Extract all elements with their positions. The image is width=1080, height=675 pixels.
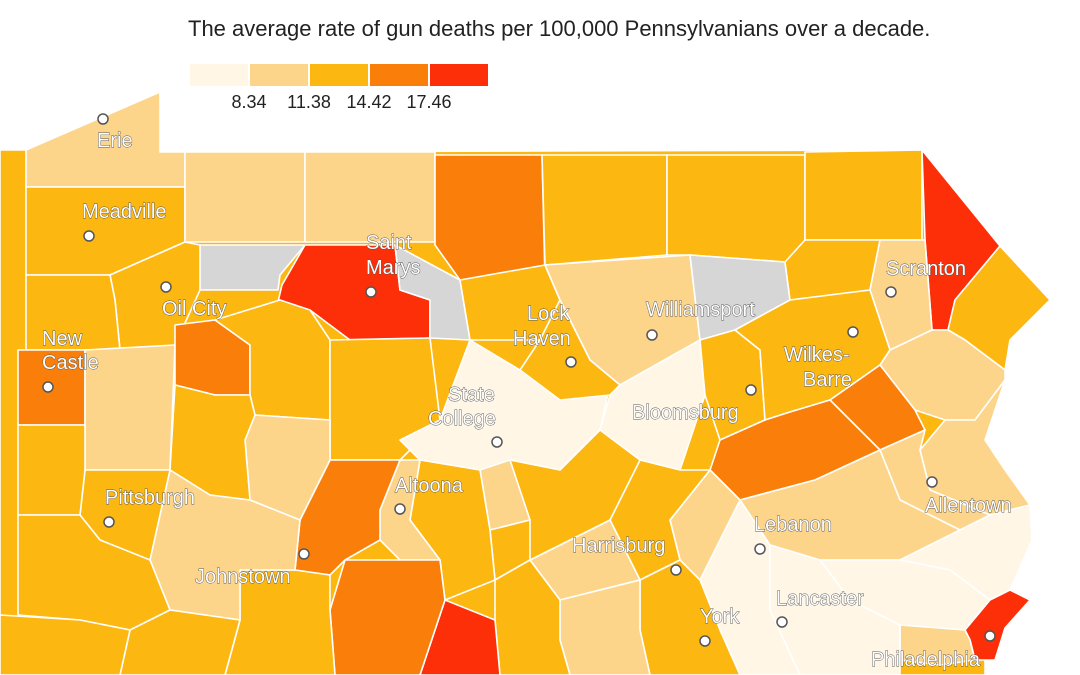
city-label: Barre (803, 369, 852, 391)
city-label: Lock (527, 303, 570, 325)
city-dot (847, 326, 859, 338)
city-dot (565, 356, 577, 368)
city-label: Oil City (162, 298, 226, 320)
county-beaver (17, 424, 86, 516)
city-dot (754, 543, 766, 555)
city-label: Marys (366, 257, 420, 279)
city-label: Altoona (395, 475, 464, 497)
city-label: College (428, 408, 496, 430)
city-harrisburg: Harrisburg (572, 535, 682, 576)
city-label: New (42, 328, 83, 350)
city-label: Scranton (886, 258, 966, 280)
city-label: Williamsport (646, 299, 755, 321)
city-meadville: Meadville (82, 201, 167, 242)
city-label: Allentown (925, 495, 1012, 517)
city-label: Bloomsburg (632, 402, 739, 424)
legend-label-1: 8.34 (231, 92, 267, 112)
legend-swatch-4 (370, 64, 428, 86)
city-dot (83, 230, 95, 242)
city-dot (670, 564, 682, 576)
city-pittsburgh: Pittsburgh (103, 487, 196, 528)
city-state-college: State College (428, 384, 503, 448)
county-union (519, 299, 621, 401)
city-label: Pittsburgh (105, 487, 195, 509)
city-lebanon: Lebanon (754, 514, 832, 555)
city-lancaster: Lancaster (776, 588, 865, 628)
legend-swatch-3 (310, 64, 368, 86)
city-saint-marys: Saint Marys (365, 232, 421, 298)
city-williamsport: Williamsport (646, 299, 756, 341)
city-philadelphia: Philadelphia (871, 630, 996, 671)
city-new-castle: New Castle (42, 328, 99, 393)
city-label: Erie (97, 130, 133, 152)
city-label: Lancaster (776, 588, 864, 610)
city-label: Harrisburg (572, 535, 665, 557)
city-dot (926, 476, 938, 488)
city-dot (984, 630, 996, 642)
county-susquehanna (804, 149, 923, 241)
county-mckean (304, 151, 436, 243)
city-dot (394, 503, 406, 515)
city-dot (298, 548, 310, 560)
legend-swatch-5 (430, 64, 488, 86)
city-scranton: Scranton (885, 258, 967, 298)
city-dot (776, 616, 788, 628)
city-york: York (699, 606, 741, 647)
legend-swatch-1 (190, 64, 248, 86)
city-dot (365, 286, 377, 298)
county-potter (434, 154, 546, 281)
city-label: Meadville (82, 201, 166, 223)
city-altoona: Altoona (394, 475, 464, 515)
city-wilkes-barre: Wilkes- Barre (784, 326, 859, 391)
city-dot (745, 384, 757, 396)
city-dot (160, 281, 172, 293)
city-label: Saint (366, 232, 412, 254)
city-dot (97, 113, 109, 125)
city-layer: Erie Meadville Oil City New Castle Saint… (42, 113, 1012, 671)
city-bloomsburg: Bloomsburg (632, 384, 757, 424)
city-label: Castle (42, 352, 99, 374)
city-dot (699, 635, 711, 647)
county-tioga (541, 154, 668, 266)
city-dot (491, 436, 503, 448)
city-lock-haven: Lock Haven (513, 303, 577, 368)
city-erie: Erie (97, 113, 133, 152)
city-dot (646, 329, 658, 341)
city-dot (42, 381, 54, 393)
city-label: Lebanon (754, 514, 832, 536)
city-dot (885, 286, 897, 298)
city-label: Philadelphia (871, 649, 981, 671)
city-johnstown: Johnstown (195, 548, 310, 588)
city-label: Wilkes- (784, 344, 850, 366)
city-oil-city: Oil City (160, 281, 227, 320)
legend-label-4: 17.46 (406, 92, 452, 112)
county-blair (379, 459, 441, 561)
city-allentown: Allentown (925, 476, 1012, 517)
legend-swatch-2 (250, 64, 308, 86)
legend-label-2: 11.38 (287, 92, 331, 112)
legend-label-3: 14.42 (346, 92, 392, 112)
city-label: State (448, 384, 495, 406)
city-label: Haven (513, 328, 571, 350)
map-title: The average rate of gun deaths per 100,0… (188, 16, 931, 41)
county-bradford (666, 154, 806, 263)
county-greene (0, 614, 131, 675)
county-warren (184, 151, 306, 243)
city-label: York (700, 606, 740, 628)
city-dot (103, 516, 115, 528)
city-label: Johnstown (195, 566, 291, 588)
